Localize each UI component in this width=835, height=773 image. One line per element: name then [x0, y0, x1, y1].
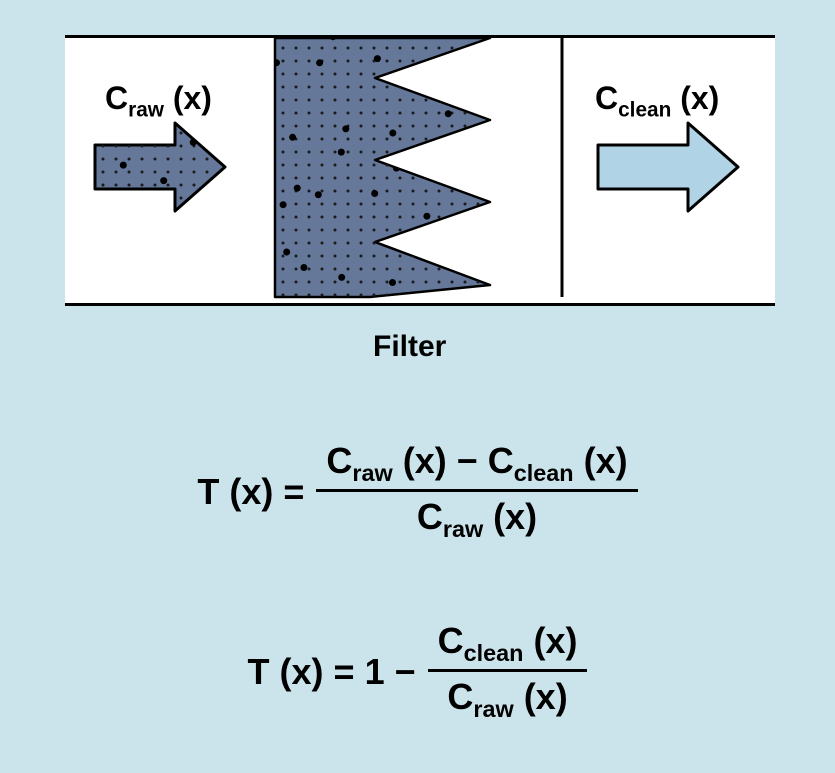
raw-label-paren: (x) [164, 80, 212, 116]
raw-arrow [95, 123, 225, 211]
formula1-denominator: Craw (x) [316, 492, 637, 543]
clean-arrow [598, 123, 738, 211]
formula-2: T (x) = 1 − Cclean (x) Craw (x) [0, 620, 835, 723]
clean-label-paren: (x) [671, 80, 719, 116]
formula2-fraction: Cclean (x) Craw (x) [428, 620, 588, 723]
formula1-fraction: Craw (x) − Cclean (x) Craw (x) [316, 440, 637, 543]
filter-label: Filter [373, 330, 446, 364]
clean-label: Cclean (x) [595, 80, 719, 122]
clean-label-sub: clean [618, 98, 671, 121]
formula-1: T (x) = Craw (x) − Cclean (x) Craw (x) [0, 440, 835, 543]
formula1-numerator: Craw (x) − Cclean (x) [316, 440, 637, 492]
filter-shape [275, 38, 490, 297]
raw-label: Craw (x) [105, 80, 212, 122]
canvas: Craw (x) Cclean (x) Filter T (x) = Craw … [0, 0, 835, 773]
clean-label-C: C [595, 80, 618, 116]
raw-label-C: C [105, 80, 128, 116]
formula2-denominator: Craw (x) [428, 672, 588, 723]
formula1-lhs: T (x) = [197, 471, 304, 513]
formula2-lhs: T (x) = 1 − [248, 651, 416, 693]
raw-label-sub: raw [128, 98, 164, 121]
formula2-numerator: Cclean (x) [428, 620, 588, 672]
